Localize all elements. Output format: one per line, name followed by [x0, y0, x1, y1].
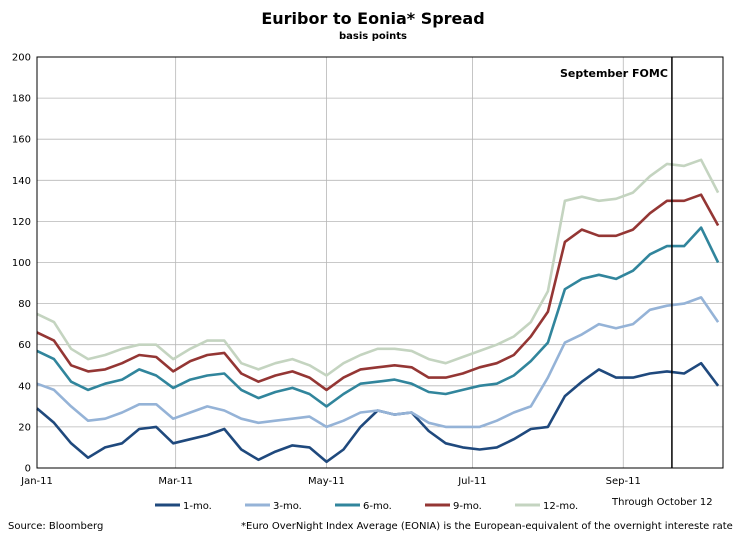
y-tick-label: 120	[12, 217, 31, 228]
y-tick-label: 160	[12, 135, 31, 146]
chart-subtitle: basis points	[339, 31, 407, 42]
y-tick-label: 140	[12, 176, 31, 187]
annotations: September FOMC	[560, 57, 673, 468]
plot-frame	[36, 56, 724, 469]
y-tick-label: 40	[18, 381, 31, 392]
legend-label: 12-mo.	[543, 501, 578, 512]
legend-label: 3-mo.	[273, 501, 302, 512]
series-line-1mo	[36, 361, 720, 464]
series-lines	[36, 158, 720, 464]
gridlines	[37, 57, 723, 468]
series-line-12mo	[36, 158, 720, 377]
fomc-label: September FOMC	[560, 67, 668, 80]
y-tick-labels: 0 20 40 60 80 100 120 140 160 180 200	[12, 53, 31, 475]
y-tick-label: 200	[12, 53, 31, 64]
x-tick-label: Jul-11	[457, 476, 486, 487]
legend-label: 6-mo.	[363, 501, 392, 512]
y-tick-label: 20	[18, 422, 31, 433]
series-line-9mo	[36, 193, 720, 392]
legend: 1-mo. 3-mo. 6-mo. 9-mo. 12-mo.	[155, 501, 578, 512]
chart-title: Euribor to Eonia* Spread	[261, 9, 484, 28]
y-tick-label: 80	[18, 299, 31, 310]
legend-label: 9-mo.	[453, 501, 482, 512]
x-tick-labels: Jan-11 Mar-11 May-11 Jul-11 Sep-11	[20, 476, 641, 487]
through-note: Through October 12	[611, 497, 713, 508]
series-line-3mo	[36, 296, 720, 429]
series-line-6mo	[36, 226, 720, 408]
legend-label: 1-mo.	[183, 501, 212, 512]
eonia-footnote: *Euro OverNight Index Average (EONIA) is…	[241, 521, 733, 532]
x-tick-label: Jan-11	[20, 476, 53, 487]
x-tick-label: Sep-11	[606, 476, 641, 487]
y-tick-label: 180	[12, 94, 31, 105]
y-tick-label: 60	[18, 340, 31, 351]
x-tick-label: May-11	[308, 476, 345, 487]
x-tick-label: Mar-11	[158, 476, 193, 487]
y-tick-label: 100	[12, 258, 31, 269]
y-tick-label: 0	[25, 464, 31, 475]
source-note: Source: Bloomberg	[8, 521, 103, 532]
